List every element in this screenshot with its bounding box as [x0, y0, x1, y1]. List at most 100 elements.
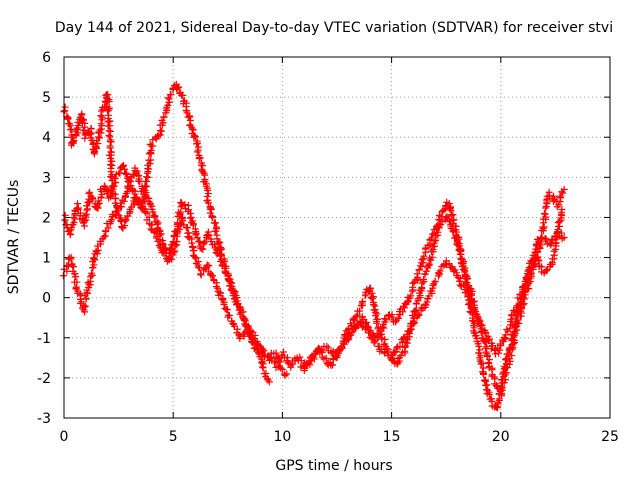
data-point [423, 298, 431, 306]
data-point [437, 220, 445, 228]
data-point [188, 242, 196, 250]
data-point [189, 220, 197, 228]
data-point [70, 137, 78, 145]
data-point [235, 331, 243, 339]
data-point [428, 253, 436, 261]
data-point [160, 113, 168, 121]
data-point [143, 209, 151, 217]
data-point [426, 236, 434, 244]
data-point [207, 237, 215, 245]
data-point [179, 217, 187, 225]
data-point [456, 250, 464, 258]
data-point [208, 212, 216, 220]
data-point [97, 107, 105, 115]
data-point [126, 177, 134, 185]
data-point [226, 282, 234, 290]
data-point [110, 182, 118, 190]
data-point [474, 314, 482, 322]
data-point [100, 233, 108, 241]
data-point [474, 313, 482, 321]
data-point [111, 174, 119, 182]
data-point [323, 342, 331, 350]
data-point [152, 234, 160, 242]
data-point [437, 213, 445, 221]
data-point [410, 314, 418, 322]
x-tick-label: 10 [273, 429, 291, 445]
data-point [413, 270, 421, 278]
x-tick-label: 20 [492, 429, 510, 445]
data-point [113, 204, 121, 212]
data-point [205, 231, 213, 239]
grid-layer [64, 57, 610, 418]
data-point [224, 313, 232, 321]
data-point [213, 235, 221, 243]
data-point [79, 116, 87, 124]
data-point [346, 320, 354, 328]
data-point [541, 210, 549, 218]
data-point [192, 133, 200, 141]
data-point [90, 254, 98, 262]
data-point [199, 245, 207, 253]
data-point [69, 137, 77, 145]
data-point [502, 331, 510, 339]
data-point [480, 376, 488, 384]
data-point [165, 95, 173, 103]
data-point [482, 348, 490, 356]
data-point [356, 307, 364, 315]
data-point [170, 248, 178, 256]
data-point [496, 346, 504, 354]
data-point [223, 306, 231, 314]
data-point [258, 347, 266, 355]
y-tick-label: 6 [42, 50, 51, 66]
data-point [251, 337, 259, 345]
data-point [183, 223, 191, 231]
data-point [265, 378, 273, 386]
data-point [509, 340, 517, 348]
data-point [447, 206, 455, 214]
data-point [397, 351, 405, 359]
data-point [436, 267, 444, 275]
data-point [66, 230, 74, 238]
data-point [219, 262, 227, 270]
y-tick-label: 1 [42, 251, 51, 267]
data-point [429, 281, 437, 289]
data-point [218, 256, 226, 264]
data-point [542, 267, 550, 275]
data-point [218, 245, 226, 253]
data-point [104, 122, 112, 130]
data-point [73, 125, 81, 133]
data-point [485, 335, 493, 343]
data-point [279, 348, 287, 356]
data-point [195, 154, 203, 162]
data-point [526, 271, 534, 279]
data-point [557, 194, 565, 202]
data-point [136, 178, 144, 186]
data-point [283, 370, 291, 378]
data-point [72, 273, 80, 281]
data-point [95, 134, 103, 142]
data-point [452, 233, 460, 241]
data-point [181, 201, 189, 209]
data-point [83, 202, 91, 210]
data-point [388, 311, 396, 319]
data-point [431, 237, 439, 245]
data-point [459, 259, 467, 267]
data-point [362, 325, 370, 333]
data-point [168, 255, 176, 263]
data-point [80, 301, 88, 309]
data-point [347, 331, 355, 339]
data-point [352, 312, 360, 320]
data-point [167, 91, 175, 99]
data-point [90, 261, 98, 269]
data-point [191, 132, 199, 140]
data-point [515, 319, 523, 327]
y-tick-label: 4 [42, 130, 51, 146]
data-point [519, 301, 527, 309]
data-point [108, 161, 116, 169]
data-point [478, 359, 486, 367]
y-tick-label: -3 [37, 411, 51, 427]
data-point [178, 91, 186, 99]
data-point [455, 277, 463, 285]
data-point [537, 233, 545, 241]
data-point [277, 364, 285, 372]
